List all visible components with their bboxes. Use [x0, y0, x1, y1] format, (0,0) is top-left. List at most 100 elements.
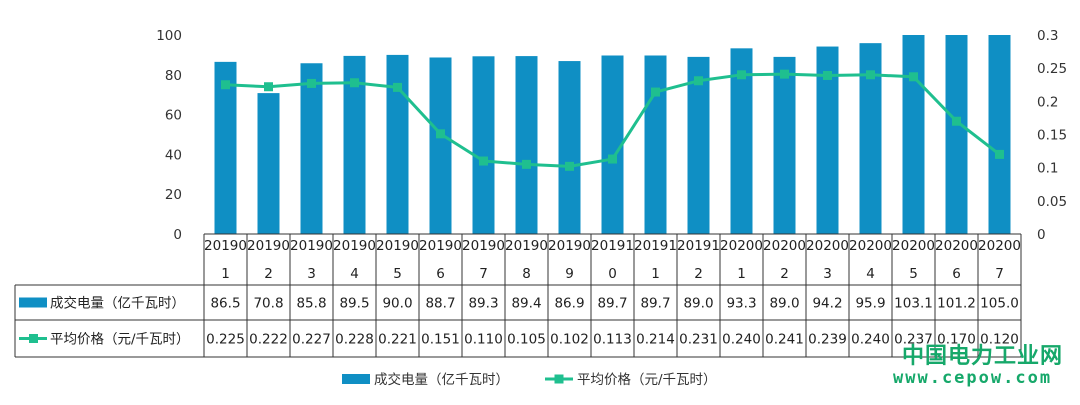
- bar: [859, 43, 882, 235]
- x-tick-label-line1: 20190: [548, 238, 591, 254]
- x-tick-label-line1: 20191: [591, 238, 634, 254]
- bar: [773, 56, 796, 234]
- price-point: [651, 87, 660, 97]
- table-cell-value: 89.0: [683, 296, 713, 312]
- table-cell-value: 0.227: [292, 332, 331, 348]
- table-cell-value: 90.0: [382, 296, 412, 312]
- legend: 成交电量（亿千瓦时） 平均价格（元/千瓦时）: [342, 371, 717, 388]
- table-cell-value: 0.113: [593, 332, 632, 348]
- price-point: [780, 69, 789, 79]
- x-tick-label-line1: 20200: [849, 238, 892, 254]
- price-point: [393, 82, 402, 92]
- price-point: [737, 70, 746, 80]
- table-cell-value: 0.221: [378, 332, 417, 348]
- x-tick-label-line2: 3: [823, 266, 832, 282]
- y-axis-right: 0 0.05 0.1 0.15 0.2 0.25 0.3: [1037, 28, 1067, 243]
- table-cell-value: 0.237: [894, 332, 933, 348]
- table-cell-value: 89.7: [597, 296, 627, 312]
- x-tick-label-line2: 0: [608, 266, 617, 282]
- bar: [300, 63, 323, 235]
- price-point: [995, 149, 1004, 159]
- x-tick-label-line1: 20190: [204, 238, 247, 254]
- table-cell-value: 0.241: [765, 332, 804, 348]
- y-left-tick-label: 40: [165, 147, 182, 163]
- bar: [988, 35, 1011, 234]
- table-cell-value: 0.105: [507, 332, 546, 348]
- bar: [214, 61, 237, 234]
- price-point: [608, 154, 617, 164]
- bar: [343, 55, 366, 234]
- x-tick-label-line2: 2: [264, 266, 273, 282]
- table-cell-value: 86.5: [210, 296, 240, 312]
- data-table: 2019012019022019032019042019052019062019…: [14, 233, 1022, 358]
- bar: [730, 48, 753, 234]
- x-tick-label-line2: 6: [436, 266, 445, 282]
- table-cell-value: 101.2: [937, 296, 976, 312]
- x-tick-label-line2: 7: [995, 266, 1004, 282]
- table-cell-value: 86.9: [554, 296, 584, 312]
- price-point: [694, 76, 703, 86]
- bar: [816, 46, 839, 235]
- x-tick-label-line1: 20200: [935, 238, 978, 254]
- y-right-tick-label: 0.25: [1037, 61, 1067, 77]
- x-tick-label-line2: 9: [565, 266, 574, 282]
- table-cell-value: 0.151: [421, 332, 460, 348]
- legend-swatch-bar: [342, 374, 370, 384]
- x-tick-label-line1: 20190: [333, 238, 376, 254]
- price-point: [866, 70, 875, 80]
- bar: [687, 56, 710, 234]
- table-cell-value: 89.5: [339, 296, 369, 312]
- legend-label-volume: 成交电量（亿千瓦时）: [374, 371, 509, 388]
- bar: [644, 55, 667, 234]
- bar: [429, 57, 452, 234]
- watermark-url: www.cepow.com: [893, 368, 1053, 388]
- x-tick-label-line2: 2: [780, 266, 789, 282]
- table-cell-value: 0.110: [464, 332, 503, 348]
- table-cell-value: 70.8: [253, 296, 283, 312]
- x-tick-label-line1: 20200: [806, 238, 849, 254]
- price-point: [350, 78, 359, 88]
- table-cell-value: 89.7: [640, 296, 670, 312]
- legend-swatch-marker: [554, 374, 564, 384]
- x-tick-label-line2: 1: [737, 266, 746, 282]
- table-cell-value: 0.120: [980, 332, 1019, 348]
- x-tick-label-line1: 20200: [720, 238, 763, 254]
- price-point: [909, 72, 918, 82]
- table-cell-value: 85.8: [296, 296, 326, 312]
- x-tick-label-line1: 20200: [978, 238, 1021, 254]
- table-cell-value: 0.239: [808, 332, 847, 348]
- table-cell-value: 0.170: [937, 332, 976, 348]
- bar: [601, 55, 624, 234]
- price-point: [823, 70, 832, 80]
- x-tick-label-line2: 1: [651, 266, 660, 282]
- table-cell-value: 95.9: [855, 296, 885, 312]
- table-row-label: 平均价格（元/千瓦时）: [50, 332, 190, 348]
- table-cell-value: 88.7: [425, 296, 455, 312]
- table-cell-value: 89.4: [511, 296, 541, 312]
- x-tick-label-line2: 4: [350, 266, 359, 282]
- table-key-marker: [29, 334, 38, 343]
- table-cell-value: 89.0: [769, 296, 799, 312]
- table-cell-value: 0.231: [679, 332, 718, 348]
- y-right-tick-label: 0: [1037, 227, 1046, 243]
- x-tick-label-line1: 20200: [763, 238, 806, 254]
- table-cell-value: 0.214: [636, 332, 675, 348]
- x-tick-label-line1: 20200: [892, 238, 935, 254]
- y-right-tick-label: 0.1: [1037, 161, 1058, 177]
- table-cell-value: 0.222: [249, 332, 288, 348]
- table-cell-value: 89.3: [468, 296, 498, 312]
- bar: [945, 35, 968, 234]
- x-tick-label-line1: 20191: [677, 238, 720, 254]
- bar: [472, 56, 495, 234]
- y-right-tick-label: 0.2: [1037, 94, 1058, 110]
- price-point: [565, 161, 574, 171]
- bar: [386, 54, 409, 235]
- x-tick-label-line2: 5: [909, 266, 918, 282]
- table-cell-value: 105.0: [980, 296, 1019, 312]
- table-cell-value: 103.1: [894, 296, 933, 312]
- bar: [558, 61, 581, 234]
- table-cell-value: 0.225: [206, 332, 245, 348]
- bar: [515, 56, 538, 235]
- x-tick-label-line2: 8: [522, 266, 531, 282]
